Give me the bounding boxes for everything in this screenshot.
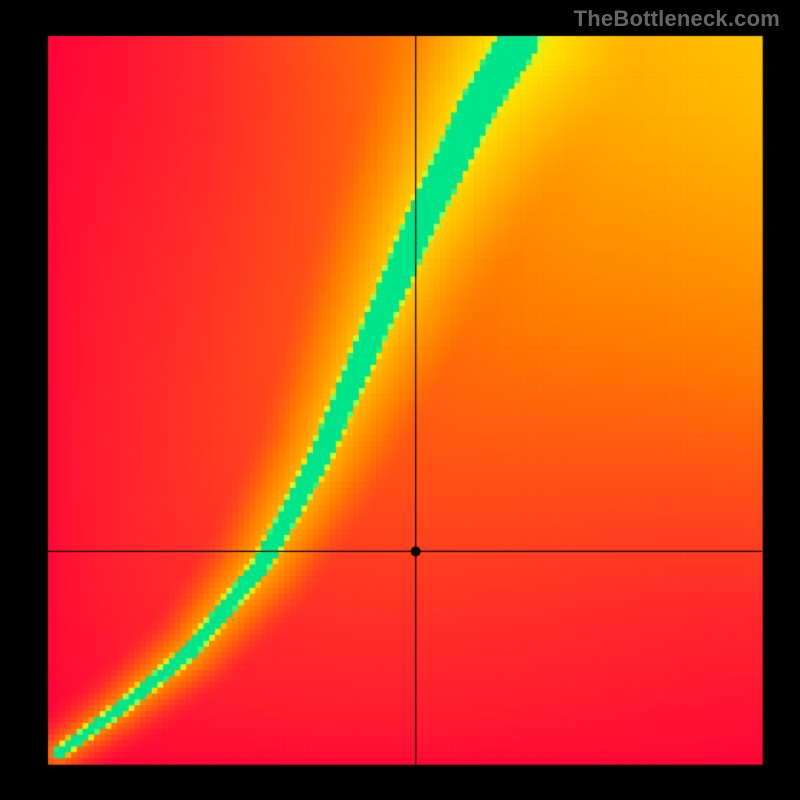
watermark-label: TheBottleneck.com xyxy=(574,6,780,32)
heatmap-canvas xyxy=(0,0,800,800)
chart-container: TheBottleneck.com xyxy=(0,0,800,800)
